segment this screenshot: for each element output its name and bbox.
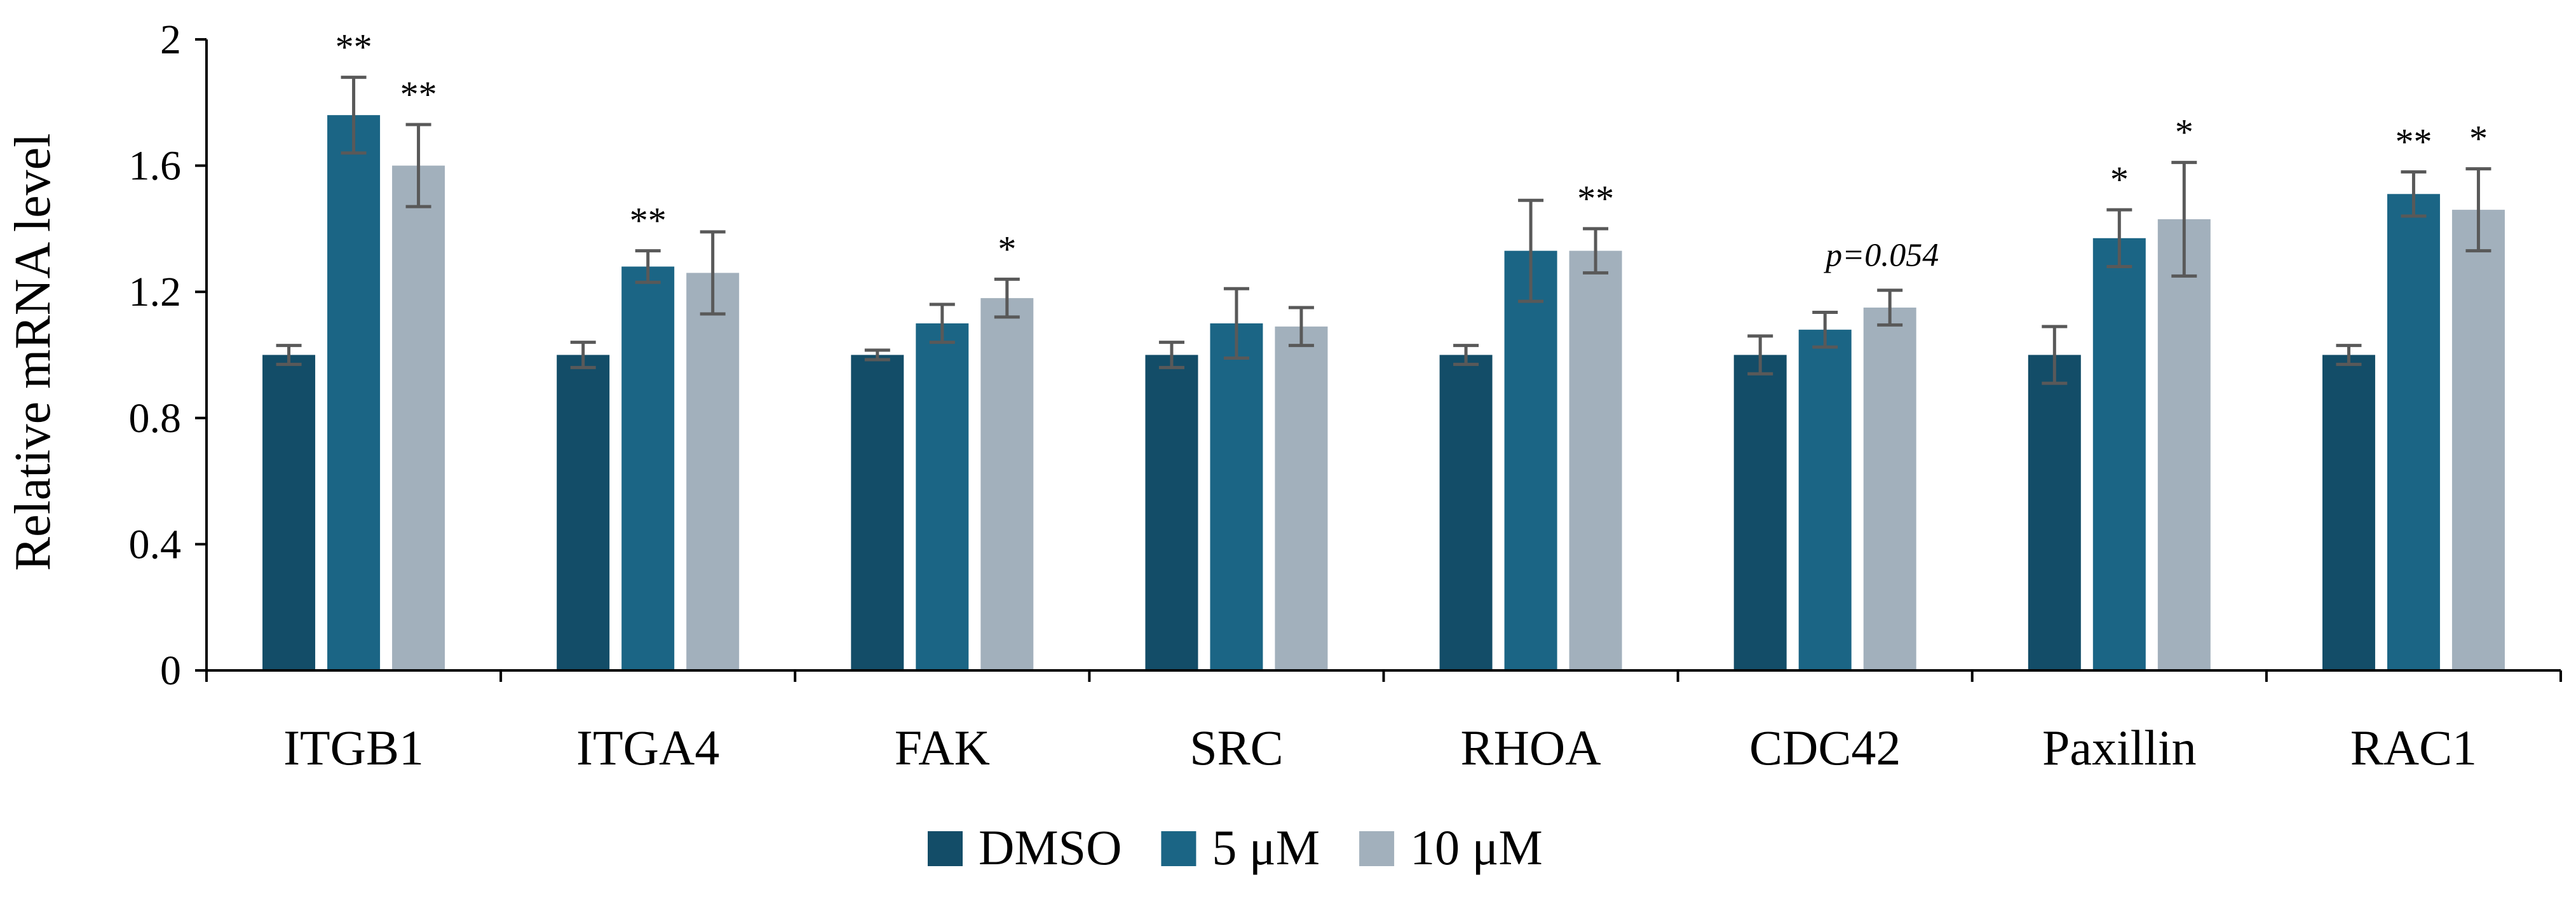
bar — [1569, 250, 1622, 670]
p-value-label: p=0.054 — [1823, 238, 1939, 274]
bar — [2322, 355, 2375, 670]
bar — [1733, 355, 1787, 670]
significance-label: * — [2175, 112, 2193, 153]
legend-label: 5 μM — [1212, 820, 1320, 875]
significance-label: ** — [2395, 121, 2432, 163]
y-tick-label: 0.4 — [129, 521, 182, 567]
y-tick-label: 1.6 — [129, 143, 182, 189]
bar — [686, 273, 740, 670]
significance-label: ** — [1577, 178, 1614, 219]
significance-label: * — [998, 228, 1016, 269]
bar — [2028, 355, 2081, 670]
y-tick-label: 0 — [160, 648, 181, 694]
significance-label: ** — [336, 27, 372, 68]
legend-swatch — [928, 831, 963, 866]
y-tick-label: 2 — [160, 17, 181, 63]
bar — [392, 165, 445, 671]
bar — [851, 355, 904, 670]
bar — [2092, 238, 2146, 670]
legend-label: DMSO — [979, 820, 1122, 875]
legend-label: 10 μM — [1410, 820, 1543, 875]
axes-layer: 0 0.4 0.8 1.2 1.6 2 ITGB1 ITGA4 FAK SRC RHOA CDC42 P… — [129, 17, 2562, 775]
x-tick-label: ITGB1 — [283, 720, 424, 775]
bar — [1275, 326, 1328, 670]
bar — [262, 355, 316, 670]
legend-swatch — [1161, 831, 1196, 866]
x-tick-label: FAK — [895, 720, 990, 775]
bar — [2157, 219, 2211, 670]
x-tick-label: RAC1 — [2350, 720, 2477, 775]
bars-layer: *********p=0.054** ** * — [262, 27, 2505, 671]
x-tick-label: CDC42 — [1749, 720, 1901, 775]
bar — [1863, 308, 1916, 670]
significance-label: * — [2110, 159, 2129, 200]
bar — [1504, 250, 1557, 670]
bar — [916, 323, 969, 671]
x-tick-label: RHOA — [1461, 720, 1601, 775]
bar — [1798, 329, 1852, 670]
bar — [2451, 210, 2505, 670]
legend: DMSO 5 μM 10 μM — [928, 820, 1543, 875]
significance-label: ** — [400, 74, 437, 115]
bar — [327, 115, 381, 670]
bar — [1439, 355, 1493, 670]
legend-swatch — [1359, 831, 1395, 866]
significance-label: ** — [630, 200, 667, 241]
bar — [621, 266, 675, 671]
bar — [2387, 194, 2440, 670]
y-tick-label: 0.8 — [129, 395, 182, 442]
bar — [1145, 355, 1198, 670]
y-tick-label: 1.2 — [129, 269, 182, 315]
significance-label: * — [2469, 118, 2488, 160]
x-tick-label: ITGA4 — [576, 720, 719, 775]
x-tick-label: SRC — [1190, 720, 1283, 775]
bar — [557, 355, 610, 670]
y-axis-label: Relative mRNA level — [5, 133, 61, 571]
bar — [1210, 323, 1263, 671]
x-tick-label: Paxillin — [2042, 720, 2197, 775]
bar — [980, 298, 1034, 670]
